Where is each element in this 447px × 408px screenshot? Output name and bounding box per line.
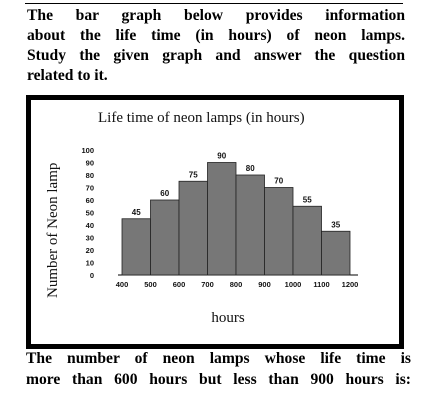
x-tick-label: 600 [173,280,186,289]
bar-value-label: 35 [331,220,340,229]
x-tick-label: 800 [230,280,243,289]
bar [178,180,208,276]
y-tick-label: 100 [81,146,94,155]
intro-line: The bar graph below provides information [27,7,405,24]
bar [121,218,151,276]
intro-line: related to it. [27,67,108,84]
x-tick-label: 1000 [285,280,302,289]
bar-value-label: 55 [303,195,312,204]
x-tick-label: 700 [201,280,214,289]
bar [321,230,351,276]
bar-chart: Life time of neon lamps (in hours) Numbe… [45,110,358,326]
x-axis-label: hours [211,310,244,326]
x-tick-label: 1100 [313,280,329,289]
y-tick-label: 60 [86,196,94,205]
intro-line: Study the given graph and answer the que… [27,47,405,64]
y-tick-label: 50 [86,209,94,218]
x-tick-label: 500 [144,280,157,289]
bar [207,162,237,276]
bar [264,187,294,276]
plot-area: 45 60 75 90 80 70 55 35 0 10 20 30 40 50 60 70 80 90 100 40… [81,146,358,289]
bar-value-label: 90 [217,152,226,161]
chart-frame: Life time of neon lamps (in hours) Numbe… [26,95,404,349]
question-line: The number of neon lamps whose life time… [26,350,411,367]
bar [292,205,322,276]
x-tick-label: 1200 [342,280,359,289]
top-rule [25,3,403,4]
y-tick-label: 20 [86,246,94,255]
y-tick-label: 30 [86,234,94,243]
intro-line: about the life time (in hours) of neon l… [27,27,405,44]
question-text: The number of neon lamps whose life time… [26,348,411,390]
y-tick-label: 90 [86,159,94,168]
bar-value-label: 60 [160,189,169,198]
bar-value-label: 45 [132,208,141,217]
bar-value-label: 80 [246,164,255,173]
y-tick-label: 80 [86,171,94,180]
x-tick-label: 400 [116,280,129,289]
bar [235,174,265,276]
intro-text: The bar graph below provides information… [27,6,405,86]
bar-value-label: 70 [274,177,283,186]
question-line: more than 600 hours but less than 900 ho… [26,371,411,388]
y-tick-label: 0 [90,271,94,280]
y-tick-label: 70 [86,184,94,193]
y-tick-label: 40 [86,221,94,230]
x-tick-label: 900 [258,280,271,289]
bar [150,199,180,276]
y-tick-label: 10 [86,259,94,268]
y-axis-label: Number of Neon lamp [45,163,61,298]
chart-title: Life time of neon lamps (in hours) [98,110,305,126]
bar-value-label: 75 [189,170,198,179]
